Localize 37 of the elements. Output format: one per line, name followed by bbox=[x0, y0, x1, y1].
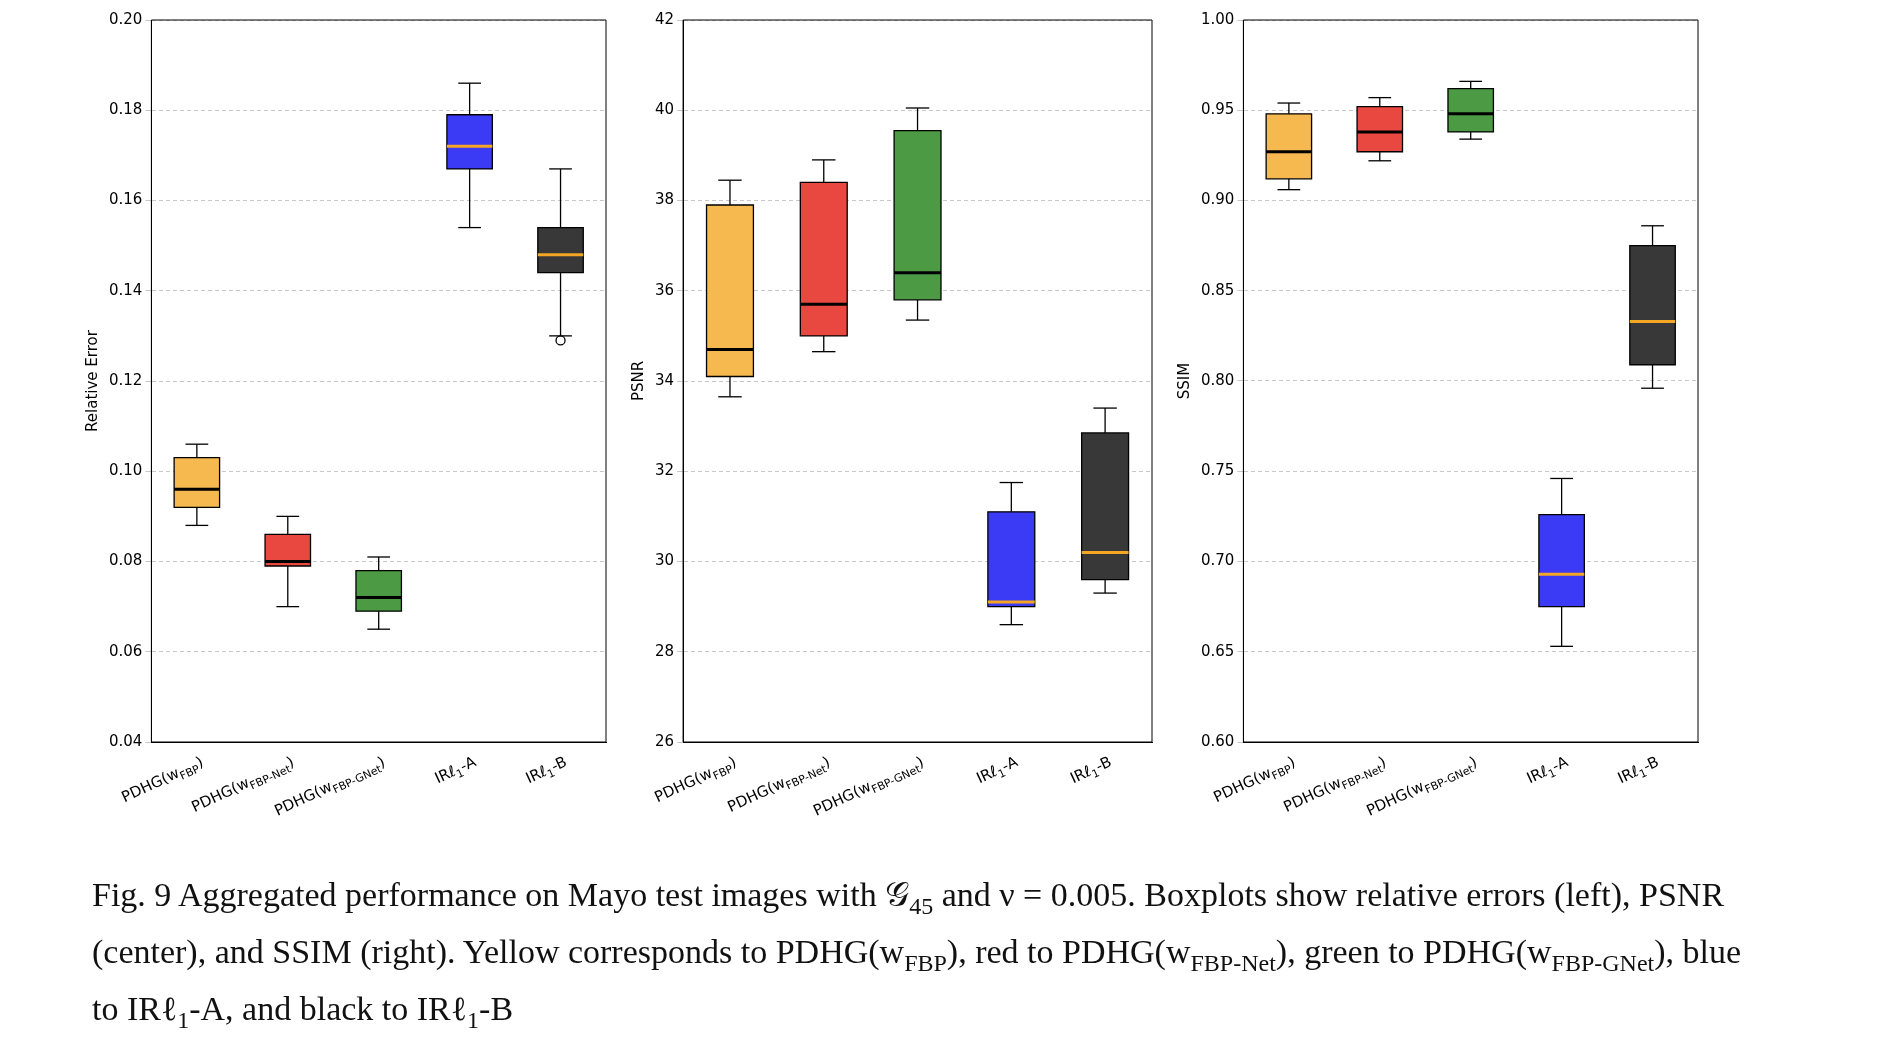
y-tick-label: 34 bbox=[654, 370, 675, 389]
x-tick-label: IRℓ1-A bbox=[1523, 752, 1572, 788]
y-tick-label: 0.85 bbox=[1200, 280, 1235, 299]
y-tick-label: 30 bbox=[654, 551, 675, 570]
y-tick-label: 28 bbox=[654, 641, 675, 660]
y-tick-label: 40 bbox=[654, 100, 675, 119]
y-tick-label: 32 bbox=[654, 461, 675, 480]
y-tick-label: 0.60 bbox=[1200, 731, 1235, 750]
y-tick-label: 0.20 bbox=[108, 9, 143, 28]
y-tick-label: 0.70 bbox=[1200, 551, 1235, 570]
y-axis-title: PSNR bbox=[628, 360, 647, 402]
y-tick-label: 42 bbox=[654, 9, 675, 28]
y-tick-label: 0.95 bbox=[1200, 100, 1235, 119]
y-tick-label: 26 bbox=[654, 731, 675, 750]
y-tick-label: 38 bbox=[654, 190, 675, 209]
y-tick-label: 0.08 bbox=[108, 551, 143, 570]
x-tick-label: IRℓ1-B bbox=[1614, 752, 1662, 788]
y-tick-label: 0.65 bbox=[1200, 641, 1235, 660]
y-tick-label: 0.14 bbox=[108, 280, 143, 299]
y-tick-label: 0.16 bbox=[108, 190, 143, 209]
y-tick-label: 0.12 bbox=[108, 370, 143, 389]
y-axis-title: SSIM bbox=[1174, 362, 1193, 400]
y-tick-label: 0.06 bbox=[108, 641, 143, 660]
x-tick-label: IRℓ1-B bbox=[1067, 752, 1115, 788]
y-tick-label: 1.00 bbox=[1200, 9, 1235, 28]
x-tick-label: IRℓ1-B bbox=[522, 752, 570, 788]
y-tick-label: 0.10 bbox=[108, 461, 143, 480]
x-tick-label: IRℓ1-A bbox=[973, 752, 1022, 788]
y-tick-label: 0.90 bbox=[1200, 190, 1235, 209]
y-tick-label: 0.80 bbox=[1200, 370, 1235, 389]
y-tick-label: 36 bbox=[654, 280, 675, 299]
text: Fig. 9 Aggregated performance on Mayo test images with 𝒢$_{45}$ and ν = 0.005. Boxplots show relative errors (left), PSNR (center), and SSIM (right). Yellow corresponds to PDHG(w$_{FBP}$), red to PDHG(w$_{FBP-Net}$), green to PDHG(w$_{FBP-GNet}$), blue to IRℓ$_{1}$-A, and black to IRℓ$_{1}$-B bbox=[92, 876, 1742, 1033]
y-axis-title: Relative Error bbox=[82, 329, 101, 432]
x-tick-label: IRℓ1-A bbox=[431, 752, 480, 788]
y-tick-label: 0.18 bbox=[108, 100, 143, 119]
y-tick-label: 0.04 bbox=[108, 731, 143, 750]
y-tick-label: 0.75 bbox=[1200, 461, 1235, 480]
